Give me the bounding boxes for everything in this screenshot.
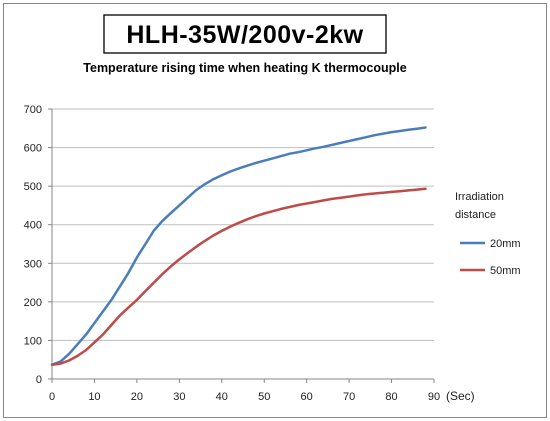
x-tick-label: 30 [173,391,185,403]
x-tick-label: 10 [88,391,100,403]
y-tick-label: 700 [24,104,42,116]
x-tick-label: 40 [216,391,228,403]
y-tick-label: 600 [24,143,42,155]
legend: Irradiation distance 20mm 50mm [455,191,521,277]
x-tick-label: 50 [258,391,270,403]
legend-label-50mm: 50mm [490,265,521,277]
legend-title: distance [455,209,496,221]
plot-area: 0 100 200 300 400 500 600 700 0 10 20 30 40 50 60 70 80 9… [24,104,475,403]
chart-subtitle: Temperature rising time when heating K t… [83,61,406,75]
series-line-20mm [50,126,427,366]
title-box [103,14,387,54]
x-tick-label: 0 [49,391,55,403]
chart-title: HLH-35W/200v-2kw [126,21,363,49]
y-tick-label: 400 [24,220,42,232]
x-tick-label: 90 [428,391,440,403]
x-tick-label: 70 [343,391,355,403]
y-tick-label: 500 [24,181,42,193]
x-tick-label: 80 [385,391,397,403]
x-tick-label: 20 [131,391,143,403]
legend-title: Irradiation [455,191,504,203]
legend-label-20mm: 20mm [490,238,521,250]
y-tick-label: 300 [24,258,42,270]
y-tick-label: 0 [36,374,42,386]
series-line-50mm [50,187,427,366]
y-tick-label: 200 [24,297,42,309]
y-tick-label: 100 [24,335,42,347]
x-tick-label: 60 [301,391,313,403]
x-axis-label: (Sec) [446,389,475,403]
